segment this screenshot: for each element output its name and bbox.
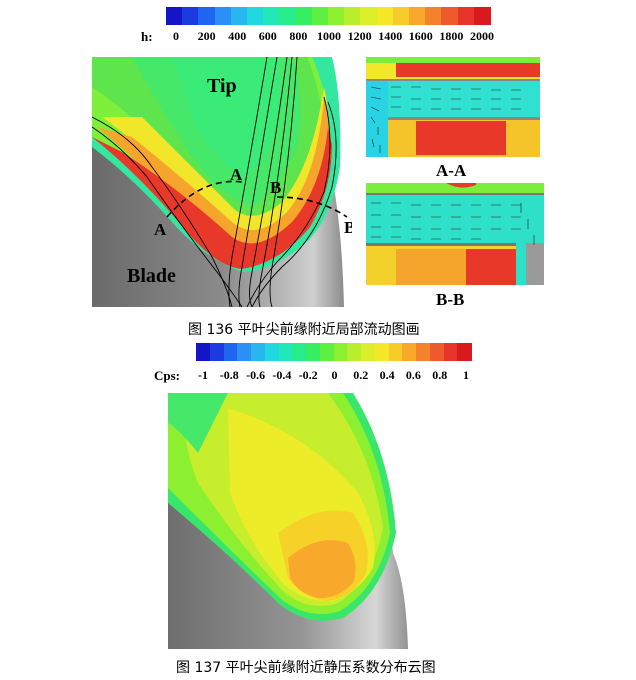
colorbar-h-swatch — [425, 7, 443, 25]
colorbar-cps-swatch — [278, 343, 293, 361]
colorbar-cps-swatch — [319, 343, 335, 361]
colorbar-cps-swatch — [333, 343, 348, 361]
section-aa-vectors — [370, 86, 521, 153]
colorbar-h-tick-label: 1200 — [347, 29, 372, 43]
colorbar-h-tick-label: 1000 — [317, 29, 341, 43]
colorbar-cps-tick-label: -0.6 — [246, 368, 266, 382]
section-a-label-left: A — [154, 220, 167, 239]
colorbar-cps-ticks: -1 -0.8 -0.6 -0.4 -0.2 0 0.2 0.4 0.6 0.8 1 — [198, 368, 469, 384]
colorbar-cps-label: Cps: — [154, 368, 181, 383]
colorbar-h-tick-label: 400 — [228, 29, 247, 43]
colorbar-cps-swatch — [347, 343, 362, 361]
colorbar-cps-tick-label: -0.2 — [298, 368, 318, 382]
figure136-caption: 图 136 平叶尖前缘附近局部流动图画 — [188, 322, 420, 338]
colorbar-cps-swatch — [292, 343, 307, 361]
colorbar-h-label: h: — [141, 29, 153, 44]
colorbar-cps-swatch — [402, 343, 417, 361]
tip-flow-contour: Tip Blade A A B B — [92, 57, 352, 307]
section-aa-contour — [366, 57, 540, 157]
colorbar-h-tick-label: 0 — [173, 29, 179, 43]
colorbar-cps-swatch — [223, 343, 238, 361]
static-pressure-contour — [168, 393, 412, 649]
section-aa-label: A-A — [436, 161, 467, 180]
colorbar-h-swatches — [166, 7, 491, 25]
colorbar-cps-tick-label: 0.4 — [379, 368, 395, 382]
colorbar-h-swatch — [328, 7, 345, 25]
colorbar-cps-swatch — [264, 343, 280, 361]
figure137-caption: 图 137 平叶尖前缘附近静压系数分布云图 — [176, 660, 436, 676]
colorbar-h-swatch — [295, 7, 313, 25]
colorbar-cps-tick-label: -0.4 — [272, 368, 292, 382]
colorbar-h-swatch — [441, 7, 459, 25]
section-a-label-right: A — [230, 165, 243, 184]
colorbar-h-swatch — [263, 7, 281, 25]
colorbar-cps-swatch — [416, 343, 431, 361]
colorbar-cps-tick-label: -1 — [198, 368, 208, 382]
colorbar-h-swatch — [409, 7, 426, 25]
colorbar-cps-tick-label: 0.2 — [353, 368, 369, 382]
colorbar-h-tick-label: 2000 — [470, 29, 494, 43]
section-bb-vectors — [371, 202, 535, 245]
blade-label: Blade — [127, 265, 176, 287]
tip-label: Tip — [207, 75, 237, 97]
colorbar-cps-swatch — [388, 343, 403, 361]
colorbar-cps-tick-label: 0.8 — [432, 368, 448, 382]
colorbar-h-swatch — [360, 7, 378, 25]
colorbar-h-tick-label: 800 — [289, 29, 308, 43]
colorbar-cps-swatch — [374, 343, 390, 361]
colorbar-h-swatch — [473, 7, 491, 25]
colorbar-cps-swatch — [237, 343, 252, 361]
section-a-line — [166, 180, 243, 218]
section-b-label-left: B — [270, 178, 281, 197]
section-b-label-right: B — [344, 218, 352, 237]
colorbar-cps-tick-label: 0.6 — [405, 368, 421, 382]
colorbar-cps-swatch — [361, 343, 376, 361]
colorbar-cps-swatch — [196, 343, 211, 361]
colorbar-h-swatch — [182, 7, 200, 25]
section-bb-contour — [366, 183, 544, 285]
colorbar-h-swatch — [279, 7, 297, 25]
colorbar-cps-swatch — [443, 343, 458, 361]
colorbar-h-swatch — [376, 7, 394, 25]
colorbar-h-swatch — [457, 7, 475, 25]
colorbar-h — [166, 7, 491, 25]
colorbar-cps-tick-label: -0.8 — [219, 368, 239, 382]
colorbar-h-swatch — [344, 7, 362, 25]
colorbar-h-ticks: 0 200 400 600 800 1000 1200 1400 1600 1800 2000 — [173, 29, 494, 45]
colorbar-h-swatch — [166, 7, 183, 25]
colorbar-h-tick-label: 1600 — [408, 29, 433, 43]
colorbar-cps-swatch — [457, 343, 472, 361]
colorbar-cps-tick-label: 0 — [331, 368, 338, 382]
colorbar-h-swatch — [198, 7, 216, 25]
colorbar-h-tick-label: 1800 — [439, 29, 464, 43]
colorbar-cps-swatches — [196, 343, 472, 361]
colorbar-cps-tick-label: 1 — [463, 368, 469, 382]
colorbar-h-swatch — [214, 7, 232, 25]
colorbar-h-swatch — [392, 7, 410, 25]
colorbar-cps — [196, 343, 472, 361]
colorbar-cps-swatch — [306, 343, 321, 361]
colorbar-cps-swatch — [429, 343, 445, 361]
colorbar-h-swatch — [230, 7, 248, 25]
colorbar-cps-swatch — [251, 343, 266, 361]
colorbar-h-tick-label: 1400 — [378, 29, 403, 43]
section-bb-label: B-B — [436, 290, 465, 309]
colorbar-h-swatch — [311, 7, 329, 25]
streamlines — [92, 57, 337, 307]
colorbar-h-tick-label: 600 — [258, 29, 277, 43]
colorbar-h-swatch — [247, 7, 264, 25]
colorbar-h-tick-label: 200 — [197, 29, 216, 43]
colorbar-cps-swatch — [209, 343, 225, 361]
